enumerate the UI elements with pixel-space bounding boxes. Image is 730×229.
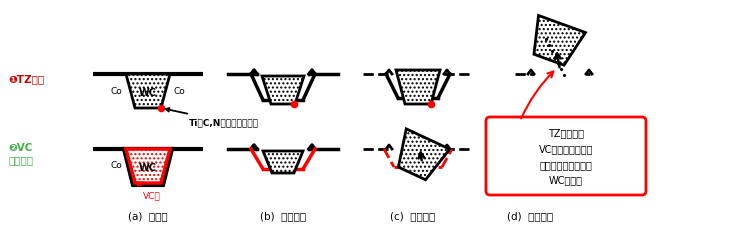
Text: 添加合金: 添加合金 bbox=[8, 154, 33, 164]
Text: Co: Co bbox=[173, 86, 185, 95]
Polygon shape bbox=[126, 75, 170, 109]
Polygon shape bbox=[399, 129, 450, 180]
Polygon shape bbox=[534, 16, 585, 66]
Text: ❷VC: ❷VC bbox=[8, 142, 32, 152]
Text: (b)  摩耗初期: (b) 摩耗初期 bbox=[260, 210, 306, 220]
Polygon shape bbox=[124, 149, 172, 185]
Polygon shape bbox=[126, 149, 170, 183]
Text: VC相: VC相 bbox=[137, 182, 161, 199]
Text: ❶TZ合金: ❶TZ合金 bbox=[8, 74, 44, 84]
Text: Co: Co bbox=[110, 86, 122, 95]
Polygon shape bbox=[263, 151, 303, 173]
Text: TZ合金は、
VC添加合金よりも
摩耗が進行してから
WCが脱落: TZ合金は、 VC添加合金よりも 摩耗が進行してから WCが脱落 bbox=[539, 128, 593, 185]
Polygon shape bbox=[262, 77, 304, 105]
Polygon shape bbox=[396, 71, 440, 105]
Text: Ti（C,N）ピン止め粒子: Ti（C,N）ピン止め粒子 bbox=[166, 109, 259, 126]
Text: (a)  摩耗前: (a) 摩耗前 bbox=[128, 210, 168, 220]
Text: WC: WC bbox=[139, 162, 157, 172]
Text: (c)  摩耗中期: (c) 摩耗中期 bbox=[391, 210, 436, 220]
Text: (d)  摩耗後期: (d) 摩耗後期 bbox=[507, 210, 553, 220]
Text: Co: Co bbox=[110, 161, 122, 170]
Text: WC: WC bbox=[139, 88, 157, 98]
FancyBboxPatch shape bbox=[486, 117, 646, 195]
